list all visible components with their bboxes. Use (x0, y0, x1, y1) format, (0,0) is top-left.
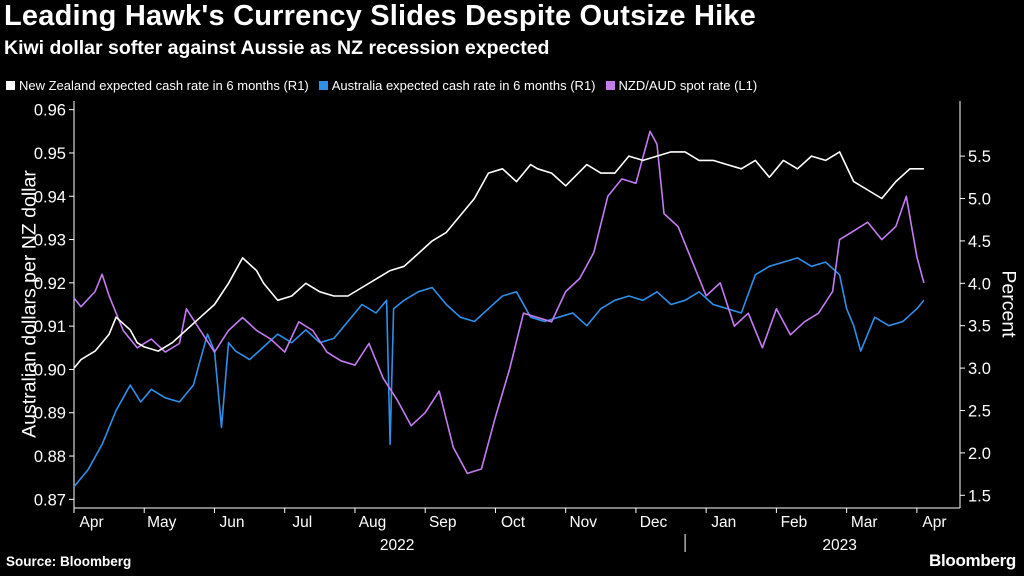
x-tick-label: Feb (781, 514, 808, 531)
year-label-2022: 2022 (380, 537, 414, 554)
left-tick-label: 0.89 (34, 405, 66, 423)
x-tick-label: Oct (501, 514, 526, 531)
legend-label-spot: NZD/AUD spot rate (L1) (618, 78, 758, 93)
left-tick-label: 0.95 (34, 145, 66, 163)
bloomberg-logo: Bloomberg (928, 551, 1016, 570)
right-tick-label: 5.5 (968, 148, 991, 166)
legend-swatch-spot (605, 81, 615, 90)
left-tick-label: 0.87 (34, 491, 66, 509)
year-label-2023: 2023 (822, 537, 856, 554)
chart-legend: New Zealand expected cash rate in 6 mont… (6, 78, 757, 93)
x-tick-label: Sep (429, 514, 457, 531)
x-tick-label: May (147, 514, 177, 531)
x-tick-label: Jan (711, 514, 736, 531)
right-tick-label: 2.0 (968, 445, 991, 463)
legend-label-nz: New Zealand expected cash rate in 6 mont… (19, 78, 309, 93)
right-tick-label: 5.0 (968, 191, 991, 209)
x-tick-label: Apr (79, 514, 103, 531)
legend-swatch-nz (6, 81, 15, 90)
legend-item-nz: New Zealand expected cash rate in 6 mont… (6, 78, 309, 93)
x-tick-label: Mar (851, 514, 878, 531)
legend-swatch-au (318, 81, 328, 90)
chart-title: Leading Hawk's Currency Slides Despite O… (4, 0, 757, 32)
x-tick-label: Jun (220, 514, 245, 531)
right-tick-label: 2.5 (968, 402, 991, 420)
legend-item-au: Australia expected cash rate in 6 months… (318, 78, 596, 93)
chart-subtitle: Kiwi dollar softer against Aussie as NZ … (4, 37, 550, 59)
legend-item-spot: NZD/AUD spot rate (L1) (605, 78, 758, 93)
left-tick-label: 0.91 (34, 318, 66, 336)
x-tick-label: Nov (569, 514, 597, 531)
left-tick-label: 0.92 (34, 275, 66, 293)
x-tick-label: Apr (922, 514, 946, 531)
legend-label-au: Australia expected cash rate in 6 months… (331, 78, 596, 93)
right-tick-label: 4.0 (968, 275, 991, 293)
series-line-nz (73, 151, 924, 369)
series-line-spot (73, 130, 925, 475)
right-tick-label: 3.5 (968, 318, 991, 336)
series-line-au (73, 257, 925, 488)
left-tick-label: 0.88 (34, 448, 66, 466)
left-tick-label: 0.94 (34, 188, 66, 206)
x-tick-label: Dec (640, 514, 668, 531)
right-tick-label: 1.5 (968, 487, 991, 505)
left-tick-label: 0.96 (34, 102, 66, 120)
source-note: Source: Bloomberg (6, 554, 132, 569)
x-tick-label: Aug (359, 514, 387, 531)
left-tick-label: 0.90 (34, 361, 66, 379)
left-tick-label: 0.93 (34, 232, 66, 250)
x-tick-label: Jul (292, 514, 312, 531)
right-tick-label: 4.5 (968, 233, 991, 251)
right-tick-label: 3.0 (968, 360, 991, 378)
